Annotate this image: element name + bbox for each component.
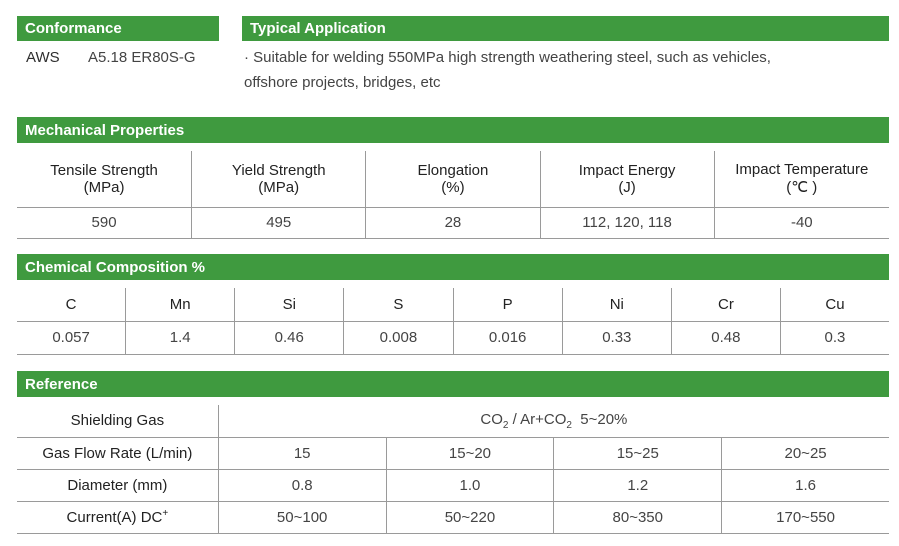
reference-title: Reference [25,375,98,393]
shielding-gas-sub2: 2 [566,419,572,431]
gas-flow-row: Gas Flow Rate (L/min) 15 15~20 15~25 20~… [17,437,889,470]
typical-application-header: Typical Application [242,16,889,41]
element-cr: Cr [671,288,781,322]
chemical-composition-header: Chemical Composition % [17,254,889,280]
chemical-element-row: C Mn Si S P Ni Cr Cu [17,288,889,322]
current-row: Current(A) DC+ 50~100 50~220 80~350 170~… [17,501,889,534]
mechanical-header-row: Tensile Strength (MPa) Yield Strength (M… [17,151,889,208]
chemical-value-row: 0.057 1.4 0.46 0.008 0.016 0.33 0.48 0.3 [17,321,889,355]
tensile-strength-label: Tensile Strength [50,161,158,179]
diameter-value-1: 0.8 [218,469,387,502]
value-s: 0.008 [343,321,454,355]
mechanical-properties-header: Mechanical Properties [17,117,889,143]
element-ni: Ni [562,288,672,322]
chemical-composition-table: C Mn Si S P Ni Cr Cu 0.057 1.4 0.46 0.00… [17,288,889,355]
chemical-composition-title: Chemical Composition % [25,258,206,276]
impact-energy-header: Impact Energy (J) [540,151,715,208]
shielding-gas-co2: CO [480,410,503,428]
current-value-2: 50~220 [386,501,555,534]
element-si: Si [234,288,345,322]
current-value-3: 80~350 [553,501,723,534]
mechanical-properties-table: Tensile Strength (MPa) Yield Strength (M… [17,151,889,239]
gas-flow-value-3: 15~25 [553,437,723,470]
typical-application-title: Typical Application [250,20,386,37]
elongation-value: 28 [365,207,541,239]
reference-header: Reference [17,371,889,397]
element-s: S [343,288,454,322]
current-label: Current(A) DC [66,509,163,526]
value-c: 0.057 [17,321,127,355]
yield-strength-label: Yield Strength [231,161,326,179]
current-value-4: 170~550 [721,501,889,534]
tensile-strength-value: 590 [17,207,193,239]
element-cu: Cu [780,288,889,322]
element-c: C [17,288,127,322]
reference-table: Shielding Gas CO2 / Ar+CO2 5~20% Gas Flo… [17,405,889,534]
mechanical-properties-title: Mechanical Properties [25,121,185,139]
shielding-gas-row: Shielding Gas CO2 / Ar+CO2 5~20% [17,405,889,438]
elongation-label: Elongation [417,161,489,179]
elongation-header: Elongation (%) [365,151,541,208]
typical-application-line2: offshore projects, bridges, etc [244,74,441,91]
impact-temperature-header: Impact Temperature (℃ ) [714,151,889,208]
diameter-value-3: 1.2 [553,469,723,502]
shielding-gas-mid: / Ar+CO [508,410,567,428]
yield-strength-header: Yield Strength (MPa) [191,151,367,208]
typical-application-line1: · Suitable for welding 550MPa high stren… [244,49,771,66]
mechanical-value-row: 590 495 28 112, 120, 118 -40 [17,207,889,239]
value-mn: 1.4 [125,321,236,355]
gas-flow-label: Gas Flow Rate (L/min) [17,437,219,470]
current-label-cell: Current(A) DC+ [17,501,219,534]
impact-energy-value: 112, 120, 118 [540,207,715,239]
current-label-sup: + [162,508,169,519]
gas-flow-value-4: 20~25 [721,437,889,470]
value-p: 0.016 [453,321,563,355]
shielding-gas-sub1: 2 [502,419,509,431]
shielding-gas-value: CO2 / Ar+CO2 5~20% [218,405,889,438]
conformance-header: Conformance [17,16,219,41]
shielding-gas-tail: 5~20% [571,410,628,428]
element-mn: Mn [125,288,236,322]
impact-temperature-value: -40 [714,207,889,239]
diameter-row: Diameter (mm) 0.8 1.0 1.2 1.6 [17,469,889,502]
diameter-value-4: 1.6 [721,469,889,502]
yield-strength-unit: (MPa) [258,178,300,196]
current-value-1: 50~100 [218,501,387,534]
value-cr: 0.48 [671,321,781,355]
gas-flow-value-1: 15 [218,437,387,470]
diameter-value-2: 1.0 [386,469,555,502]
value-si: 0.46 [234,321,345,355]
value-ni: 0.33 [562,321,672,355]
impact-energy-label: Impact Energy [578,161,676,179]
tensile-strength-unit: (MPa) [83,178,125,196]
diameter-label: Diameter (mm) [17,469,219,502]
tensile-strength-header: Tensile Strength (MPa) [17,151,193,208]
element-p: P [453,288,563,322]
conformance-standard: AWS [26,49,60,66]
impact-energy-unit: (J) [618,178,636,196]
conformance-classification: A5.18 ER80S-G [88,49,196,66]
shielding-gas-label: Shielding Gas [17,405,219,438]
elongation-unit: (%) [441,178,465,196]
impact-temperature-unit: (℃ ) [786,179,818,197]
value-cu: 0.3 [780,321,889,355]
impact-temperature-label: Impact Temperature [735,161,869,179]
gas-flow-value-2: 15~20 [386,437,555,470]
conformance-title: Conformance [25,20,122,37]
yield-strength-value: 495 [191,207,367,239]
